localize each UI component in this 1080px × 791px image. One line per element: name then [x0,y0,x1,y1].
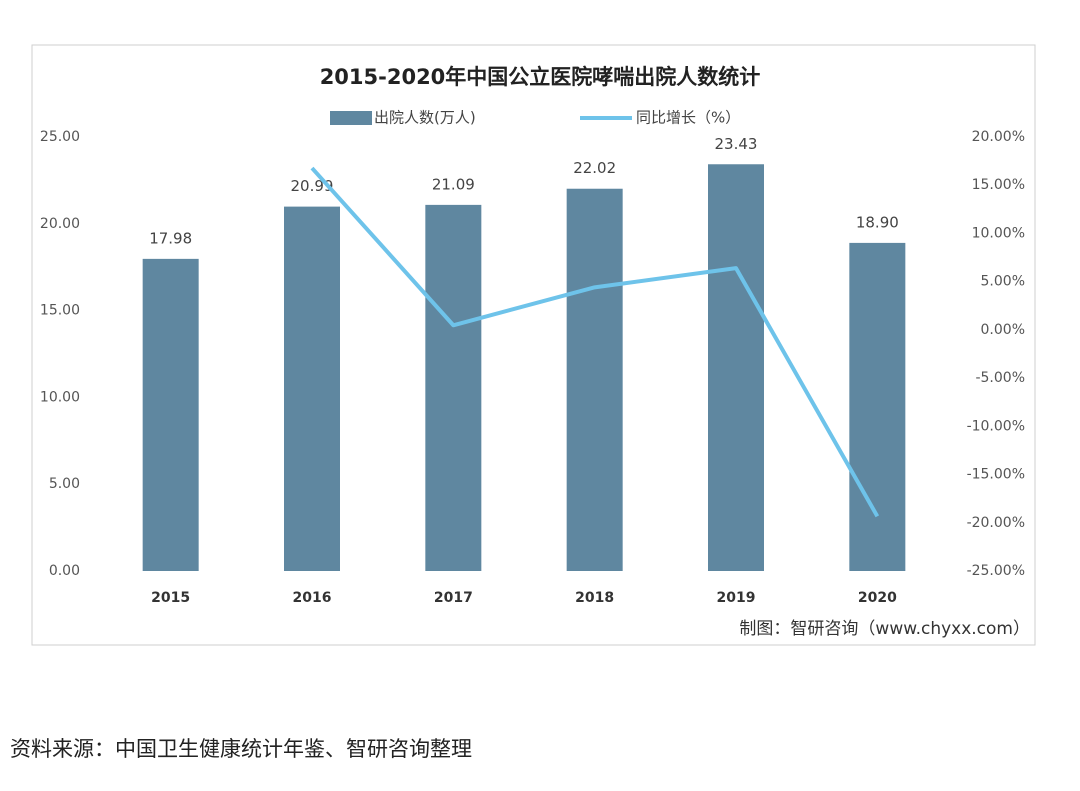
data-label: 23.43 [715,135,758,153]
x-tick-label: 2015 [151,590,190,606]
bar [284,206,340,572]
bar [425,204,482,571]
y2-tick-label: -20.00% [967,515,1025,531]
x-tick-label: 2016 [293,590,332,606]
y2-tick-label: 10.00% [972,225,1025,241]
y-tick-label: 0.00 [49,563,80,579]
x-tick-label: 2019 [717,590,756,606]
y2-tick-label: 20.00% [972,129,1025,145]
x-tick-label: 2020 [858,590,897,606]
annotation: 制图：智研咨询（www.chyxx.com） [739,619,1030,639]
y-tick-label: 15.00 [40,303,80,319]
y2-tick-label: -10.00% [967,418,1025,434]
y2-tick-label: 5.00% [981,274,1025,290]
x-tick-label: 2018 [575,590,614,606]
legend-label: 同比增长（%） [636,109,740,127]
y2-tick-label: -25.00% [967,563,1025,579]
legend-label: 出院人数(万人) [374,109,476,127]
y2-tick-label: -15.00% [967,467,1025,483]
line [310,166,880,518]
data-label: 17.98 [149,229,192,247]
y-tick-label: 25.00 [40,129,80,145]
bar [142,258,199,571]
source-note: 资料来源：中国卫生健康统计年鉴、智研咨询整理 [10,737,472,761]
data-label: 21.09 [432,175,475,193]
chart-title: 2015-2020年中国公立医院哮喘出院人数统计 [320,65,761,89]
y2-tick-label: -5.00% [975,370,1025,386]
x-tick-label: 2017 [434,590,473,606]
bar [849,242,906,571]
y-tick-label: 20.00 [40,216,80,232]
data-label: 22.02 [573,159,616,177]
bar [708,164,764,572]
data-label: 18.90 [856,213,899,231]
y-tick-label: 5.00 [49,476,80,492]
y2-tick-label: 0.00% [981,322,1025,338]
y-tick-label: 10.00 [40,389,80,405]
bar [566,188,623,572]
y2-tick-label: 15.00% [972,177,1025,193]
legend-swatch [330,111,372,125]
